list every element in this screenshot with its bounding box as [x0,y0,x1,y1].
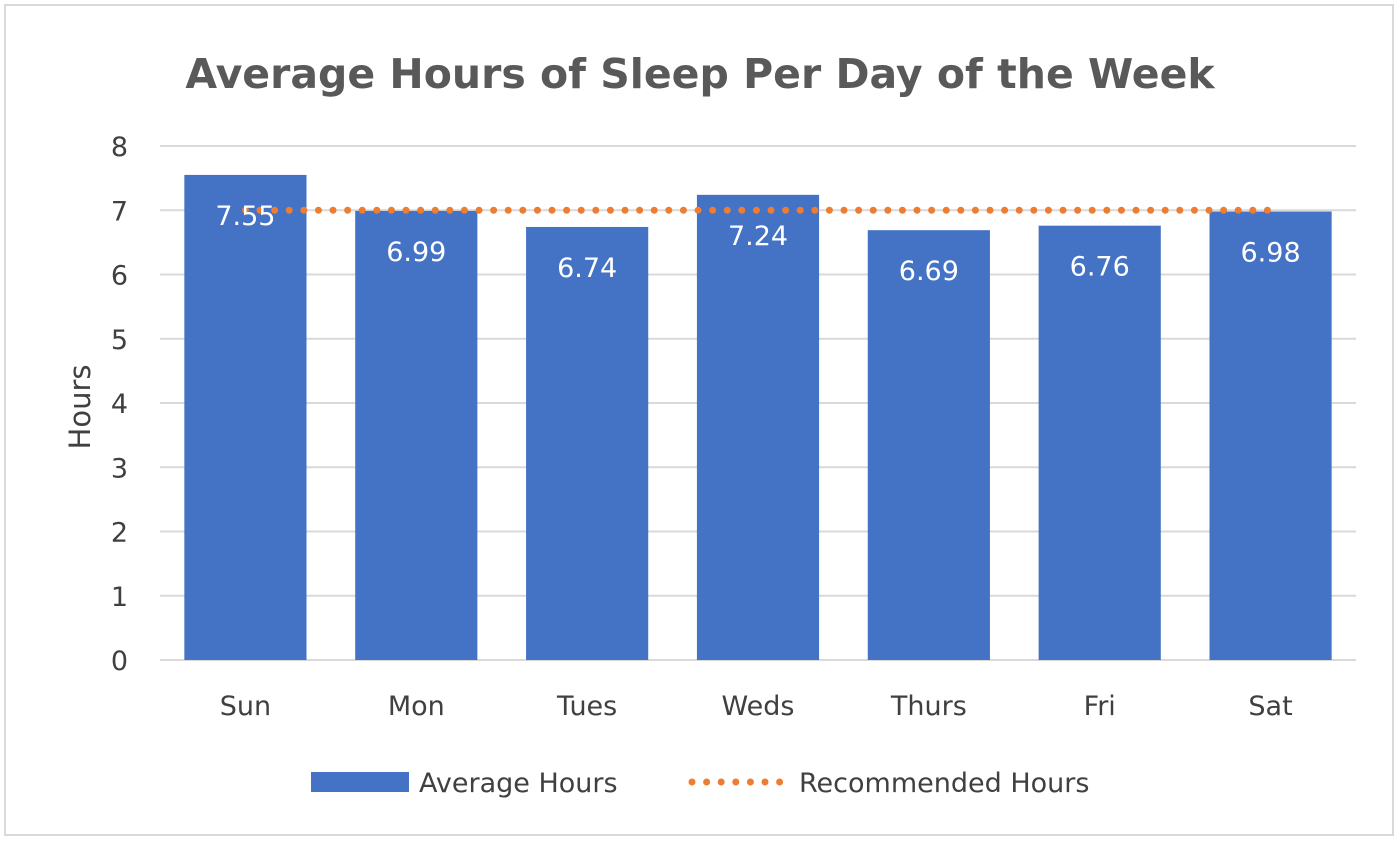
y-tick-label: 7 [111,196,128,227]
y-tick-label: 0 [111,646,128,677]
data-label: 6.98 [1241,238,1301,269]
data-label: 7.24 [728,221,788,252]
data-label: 7.55 [215,201,275,232]
bar-weds [696,194,820,660]
legend: Average Hours Recommended Hours [311,768,1089,799]
x-tick-label: Sun [220,691,271,722]
legend-swatch-average-hours [311,772,409,792]
bar-tues [526,226,649,660]
x-tick-label: Weds [722,691,795,722]
chart: Average Hours of Sleep Per Day of the We… [63,50,1356,799]
x-tick-label: Tues [556,691,617,722]
x-tick-label: Sat [1248,691,1292,722]
x-tick-label: Mon [388,691,445,722]
y-tick-label: 1 [111,582,128,613]
x-tick-label: Fri [1084,691,1116,722]
bar-sat [1209,211,1332,660]
x-axis-ticks: Sun Mon Tues Weds Thurs Fri Sat [220,691,1293,722]
legend-label-recommended-hours: Recommended Hours [799,768,1089,799]
legend-label-average-hours: Average Hours [419,768,618,799]
y-tick-label: 8 [111,132,128,163]
data-label: 6.99 [386,237,446,268]
y-axis-ticks: 0 1 2 3 4 5 6 7 8 [111,132,128,677]
bar-thurs [867,230,990,661]
data-label: 6.74 [557,253,617,284]
data-label: 6.69 [899,256,959,287]
chart-title: Average Hours of Sleep Per Day of the We… [185,50,1216,98]
data-label: 6.76 [1070,252,1130,283]
y-tick-label: 6 [111,261,128,292]
x-tick-label: Thurs [890,691,967,722]
data-labels: 7.55 6.99 6.74 7.24 6.69 6.76 6.98 [215,201,1300,287]
y-tick-label: 4 [111,389,128,420]
y-tick-label: 3 [111,453,128,484]
y-tick-label: 5 [111,325,128,356]
bars [184,174,1332,661]
y-tick-label: 2 [111,518,128,549]
bar-mon [355,210,478,660]
chart-frame: Average Hours of Sleep Per Day of the We… [4,4,1394,836]
bar-sun [184,174,307,660]
bar-fri [1038,225,1161,661]
y-axis-label: Hours [63,365,97,450]
